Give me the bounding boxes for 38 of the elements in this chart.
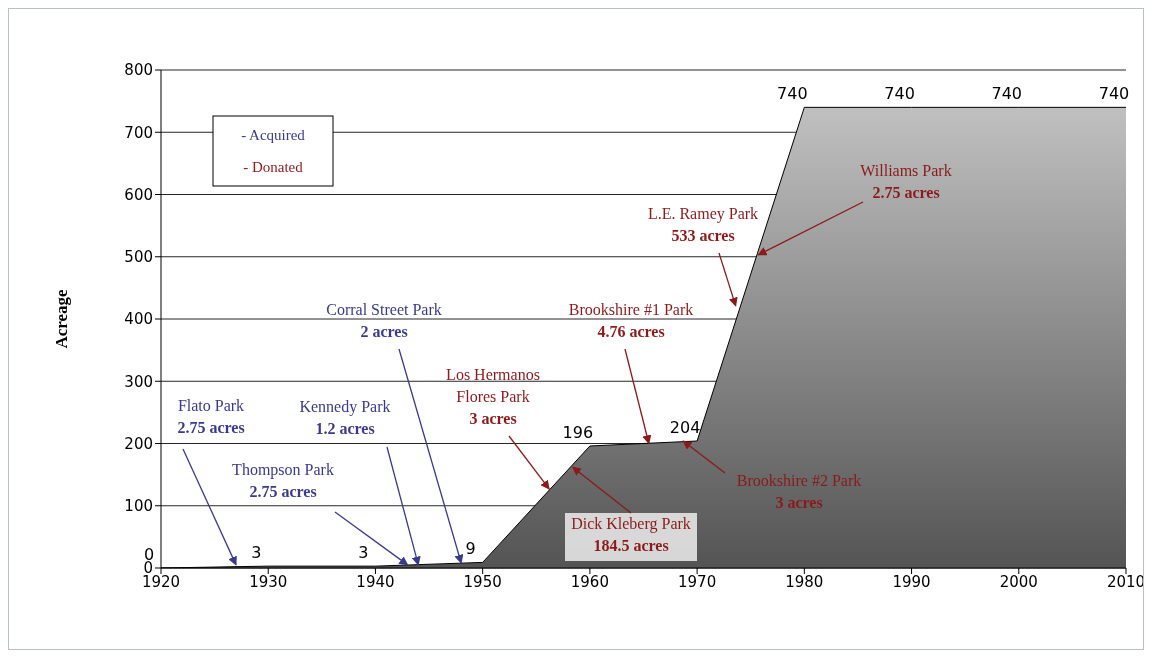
y-tick-label: 100 [124, 497, 153, 516]
annotation: Dick Kleberg Park 184.5 acres [571, 515, 691, 554]
data-label: 740 [777, 84, 808, 104]
annotation: - Donated [243, 159, 304, 175]
x-tick-label: 1980 [785, 572, 824, 591]
x-tick-label: 1970 [678, 572, 717, 591]
annotation: Williams Park 2.75 acres [860, 162, 952, 201]
y-tick-label: 800 [124, 61, 153, 80]
data-label: 3 [358, 543, 369, 563]
data-label: 740 [1098, 84, 1130, 104]
x-tick-label: 1990 [892, 572, 931, 591]
data-label: 9 [465, 539, 476, 559]
y-tick-label: 600 [124, 185, 153, 204]
annotation: Corral Street Park 2 acres [326, 301, 442, 340]
annotation: Flato Park 2.75 acres [177, 397, 245, 436]
annotation: Kennedy Park 1.2 acres [299, 398, 391, 437]
data-label: 196 [562, 422, 594, 442]
y-axis-title: Acreage [52, 288, 72, 349]
y-tick-label: 700 [124, 123, 153, 142]
annotation: Brookshire #2 Park 3 acres [736, 472, 862, 511]
annotation: - Acquired [241, 127, 306, 143]
annotation: Thompson Park 2.75 acres [232, 461, 334, 500]
annotation: Brookshire #1 Park 4.76 acres [568, 301, 694, 340]
x-tick-label: 1960 [570, 572, 609, 591]
x-tick-label: 1930 [249, 572, 288, 591]
y-tick-label: 400 [124, 310, 153, 329]
x-tick-label: 1940 [356, 572, 395, 591]
annotation: Los Hermanos Flores Park 3 acres [446, 366, 540, 427]
data-label: 3 [251, 543, 262, 563]
x-tick-label: 2000 [999, 572, 1038, 591]
y-tick-label: 500 [124, 248, 153, 267]
data-label: 204 [669, 418, 701, 438]
y-tick-label: 300 [124, 372, 153, 391]
y-tick-label: 200 [124, 434, 153, 453]
annotation: L.E. Ramey Park 533 acres [647, 205, 759, 244]
data-label: 740 [991, 84, 1023, 104]
data-label: 740 [884, 84, 915, 104]
x-tick-label: 1950 [463, 572, 502, 591]
